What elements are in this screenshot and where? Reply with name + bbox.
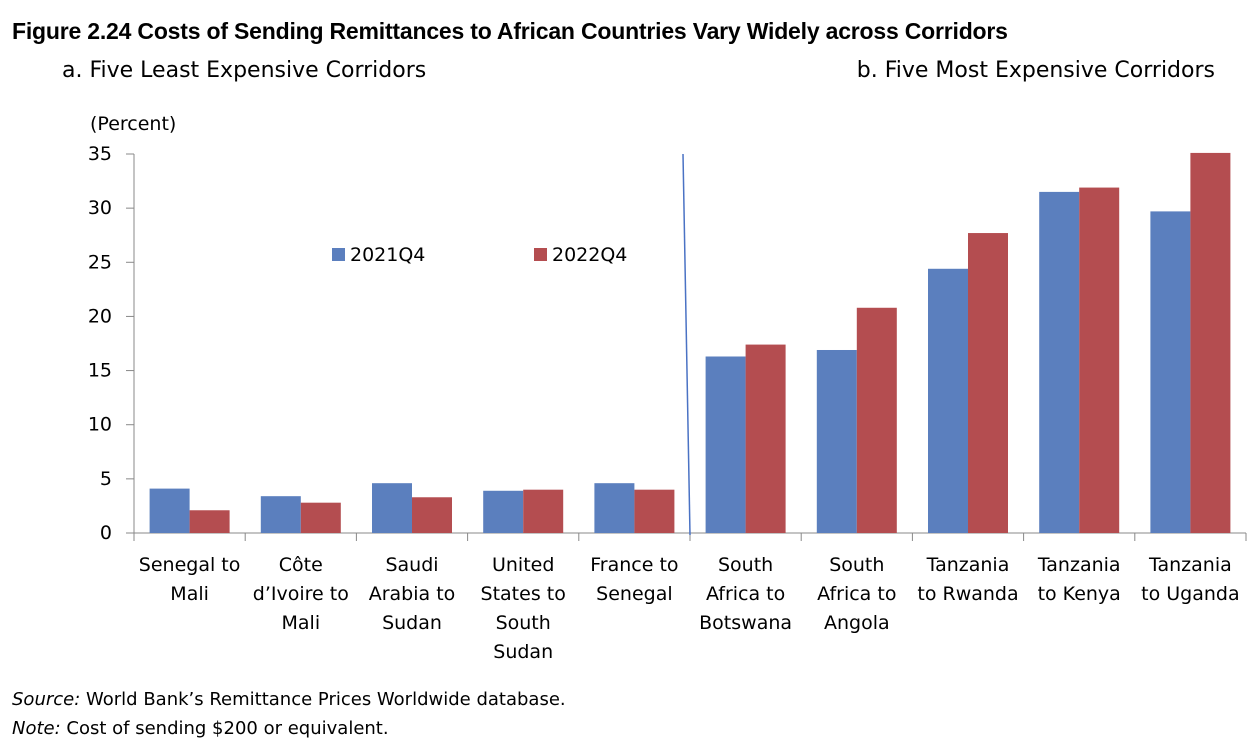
bar-2021Q4-4 bbox=[594, 483, 635, 533]
bar-2022Q4-8 bbox=[1079, 187, 1120, 533]
source-text: World Bank’s Remittance Prices Worldwide… bbox=[80, 689, 566, 710]
y-axis-label: (Percent) bbox=[90, 113, 176, 135]
x-category-label: Senegal to Mali bbox=[139, 554, 241, 605]
bar-2022Q4-5 bbox=[745, 344, 786, 533]
bar-2022Q4-9 bbox=[1190, 152, 1231, 533]
legend-label-2022Q4: 2022Q4 bbox=[552, 244, 627, 266]
bar-2022Q4-7 bbox=[968, 233, 1008, 533]
y-tick-label: 30 bbox=[88, 197, 112, 219]
note-text: Cost of sending $200 or equivalent. bbox=[60, 718, 389, 739]
y-tick-label: 15 bbox=[88, 360, 112, 382]
y-tick-label: 10 bbox=[88, 414, 112, 436]
bar-2021Q4-3 bbox=[483, 490, 524, 533]
bar-2022Q4-2 bbox=[412, 497, 452, 533]
source-note: Source: World Bank’s Remittance Prices W… bbox=[12, 689, 566, 710]
legend-swatch-2022Q4 bbox=[534, 248, 547, 261]
bar-2022Q4-3 bbox=[523, 489, 564, 533]
y-tick-label: 35 bbox=[88, 143, 112, 165]
legend-swatch-2021Q4 bbox=[332, 248, 345, 261]
y-tick-label: 20 bbox=[88, 305, 112, 327]
bar-2021Q4-2 bbox=[372, 483, 412, 533]
bar-2022Q4-4 bbox=[634, 489, 675, 533]
panel-a-subtitle: a. Five Least Expensive Corridors bbox=[62, 58, 427, 83]
bar-chart: (Percent) 0 5 10 15 20 25 30 35 Senegal to MaliCôt… bbox=[88, 113, 1247, 663]
bar-2021Q4-7 bbox=[928, 268, 968, 533]
y-tick-label: 0 bbox=[100, 522, 112, 544]
bar-2021Q4-9 bbox=[1150, 211, 1191, 533]
x-category-label: South Africa to Botswana bbox=[699, 554, 792, 634]
panel-b-subtitle: b. Five Most Expensive Corridors bbox=[856, 58, 1215, 83]
x-category-label: Côte d’Ivoire to Mali bbox=[253, 554, 349, 634]
x-category-label: France to Senegal bbox=[590, 554, 678, 605]
bar-2021Q4-8 bbox=[1039, 191, 1080, 533]
panel-divider-line bbox=[682, 153, 691, 536]
bar-2021Q4-1 bbox=[260, 496, 301, 533]
footnote: Note: Cost of sending $200 or equivalent… bbox=[12, 718, 389, 739]
y-tick-label: 5 bbox=[100, 468, 112, 490]
bar-2022Q4-6 bbox=[856, 307, 897, 533]
x-category-label: Tanzania to Uganda bbox=[1141, 554, 1239, 605]
bar-2021Q4-6 bbox=[816, 349, 857, 533]
bar-2022Q4-0 bbox=[189, 510, 230, 533]
bar-2022Q4-1 bbox=[300, 502, 341, 533]
x-category-label: United States to South Sudan bbox=[481, 554, 566, 663]
y-tick-label: 25 bbox=[88, 251, 112, 273]
note-label: Note: bbox=[12, 718, 61, 739]
x-category-label: South Africa to Angola bbox=[817, 554, 896, 634]
bar-2021Q4-5 bbox=[705, 356, 746, 533]
figure-title: Figure 2.24 Costs of Sending Remittances… bbox=[12, 18, 1008, 44]
bar-2021Q4-0 bbox=[149, 488, 190, 533]
legend-label-2021Q4: 2021Q4 bbox=[350, 244, 425, 266]
source-label: Source: bbox=[12, 689, 81, 710]
x-category-label: Saudi Arabia to Sudan bbox=[369, 554, 456, 634]
x-category-label: Tanzania to Rwanda bbox=[917, 554, 1018, 605]
x-category-label: Tanzania to Kenya bbox=[1037, 554, 1121, 605]
